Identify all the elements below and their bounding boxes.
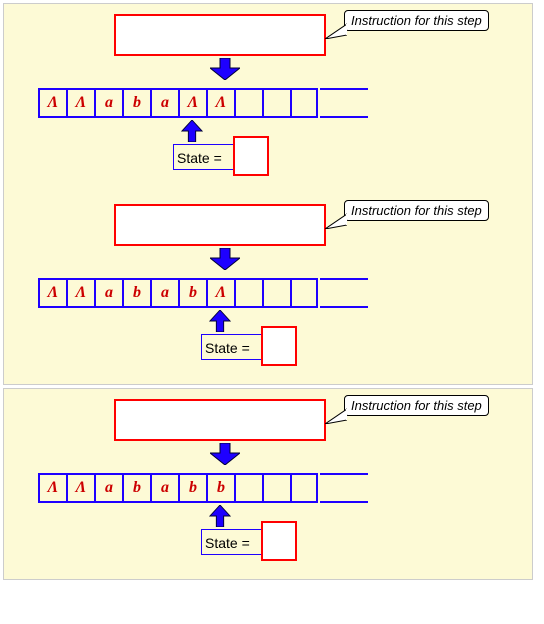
tape-cell: Λ	[206, 88, 234, 118]
down-arrow-icon	[210, 443, 240, 465]
panel: Instruction for this step ΛΛababb State …	[3, 388, 533, 580]
tape-cell: Λ	[38, 278, 66, 308]
turing-step: Instruction for this step ΛΛababΛ State …	[4, 194, 532, 384]
tape-cell: b	[206, 473, 234, 503]
state-label: State =	[205, 340, 250, 356]
tape-head-arrow-icon	[209, 310, 231, 332]
tape-cell: a	[150, 278, 178, 308]
tape-cell: Λ	[38, 88, 66, 118]
tape-cell: Λ	[66, 473, 94, 503]
tape-cell: Λ	[66, 88, 94, 118]
tape-cell: b	[178, 473, 206, 503]
state-value-box	[261, 521, 297, 561]
tape-cell: a	[94, 473, 122, 503]
turing-step: Instruction for this step ΛΛabaΛΛ State …	[4, 4, 532, 194]
tape-cell: a	[150, 88, 178, 118]
tape-tail	[320, 88, 368, 118]
tape-cell: Λ	[38, 473, 66, 503]
tape-cell	[290, 88, 318, 118]
panel: Instruction for this step ΛΛabaΛΛ State …	[3, 3, 533, 385]
tape-tail	[320, 473, 368, 503]
tape: ΛΛababb	[38, 473, 318, 503]
tape-cell: b	[122, 473, 150, 503]
state-value-box	[233, 136, 269, 176]
instruction-callout: Instruction for this step	[344, 395, 489, 416]
tape-cell: Λ	[206, 278, 234, 308]
tape-cell: a	[150, 473, 178, 503]
tape-cell	[234, 473, 262, 503]
tape-cell	[262, 88, 290, 118]
down-arrow-icon	[210, 58, 240, 80]
turing-step: Instruction for this step ΛΛababb State …	[4, 389, 532, 579]
instruction-box	[114, 204, 326, 246]
state-label: State =	[205, 535, 250, 551]
instruction-callout: Instruction for this step	[344, 200, 489, 221]
tape-cell	[262, 473, 290, 503]
down-arrow-icon	[210, 248, 240, 270]
tape-cell	[290, 473, 318, 503]
state-value-box	[261, 326, 297, 366]
tape-cell	[234, 88, 262, 118]
tape-cell: Λ	[66, 278, 94, 308]
tape-head-arrow-icon	[209, 505, 231, 527]
callout-text: Instruction for this step	[351, 203, 482, 218]
tape-tail	[320, 278, 368, 308]
tape: ΛΛabaΛΛ	[38, 88, 318, 118]
tape-cell	[262, 278, 290, 308]
tape-head-arrow-icon	[181, 120, 203, 142]
instruction-callout: Instruction for this step	[344, 10, 489, 31]
callout-text: Instruction for this step	[351, 13, 482, 28]
tape-cell	[234, 278, 262, 308]
tape-cell: b	[122, 278, 150, 308]
instruction-box	[114, 399, 326, 441]
tape-cell: Λ	[178, 88, 206, 118]
tape-cell	[290, 278, 318, 308]
state-label: State =	[177, 150, 222, 166]
tape-cell: a	[94, 88, 122, 118]
tape: ΛΛababΛ	[38, 278, 318, 308]
tape-cell: b	[178, 278, 206, 308]
instruction-box	[114, 14, 326, 56]
tape-cell: a	[94, 278, 122, 308]
tape-cell: b	[122, 88, 150, 118]
callout-text: Instruction for this step	[351, 398, 482, 413]
